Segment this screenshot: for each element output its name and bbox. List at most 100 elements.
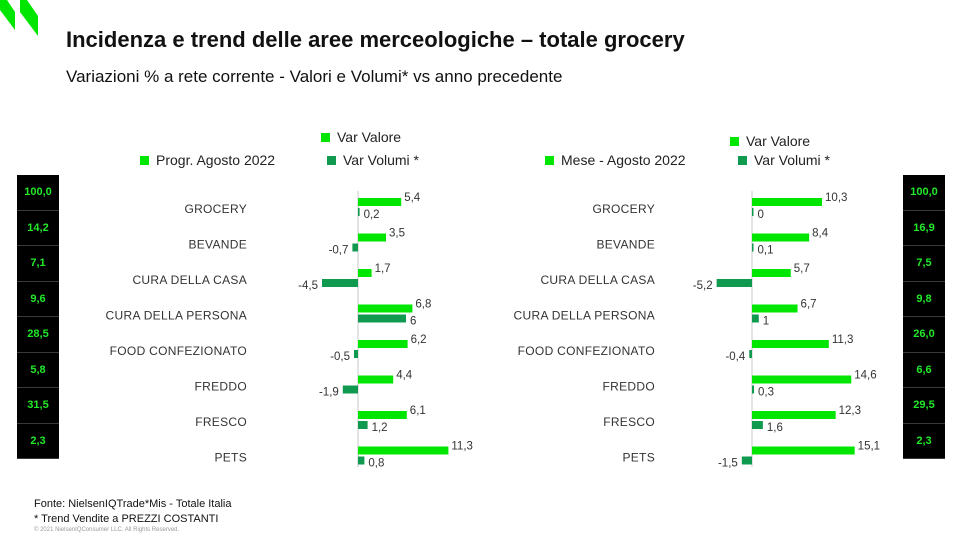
legend-right-valore: Var Valore <box>730 133 810 149</box>
bar-volumi <box>342 385 358 394</box>
bar-valore <box>752 233 810 242</box>
bar-valore <box>752 340 829 348</box>
data-label: 6 <box>410 316 416 328</box>
share-cell: 29,5 <box>903 388 945 424</box>
legend-label: Var Volumi * <box>754 152 830 168</box>
share-column-right: 100,0 16,9 7,5 9,8 26,0 6,6 29,5 2,3 <box>903 175 945 459</box>
share-cell: 9,8 <box>903 281 945 317</box>
category-label: FREDDO <box>195 379 247 393</box>
category-label: GROCERY <box>592 202 655 216</box>
share-cell: 26,0 <box>903 317 945 353</box>
data-label: 12,3 <box>839 405 861 417</box>
category-label: CURA DELLA PERSONA <box>514 308 655 322</box>
bar-valore <box>358 340 408 348</box>
category-label: PETS <box>622 450 655 464</box>
legend-swatch-volumi <box>738 155 747 165</box>
category-label: FREDDO <box>603 379 655 393</box>
bar-volumi <box>752 385 755 394</box>
bar-volumi <box>752 314 759 323</box>
bar-valore <box>752 375 852 384</box>
category-label: BEVANDE <box>188 237 247 251</box>
bar-volumi <box>752 421 763 429</box>
share-cell: 7,1 <box>17 246 59 282</box>
bar-valore <box>358 198 402 206</box>
data-label: 8,4 <box>812 228 829 240</box>
bar-volumi <box>749 350 752 358</box>
footer-copyright: © 2021 NielsenIQConsumer LLC. All Rights… <box>34 527 180 533</box>
legend-swatch-valore <box>730 136 739 146</box>
share-cell: 100,0 <box>903 175 945 211</box>
data-label: -4,5 <box>298 280 318 292</box>
category-label: GROCERY <box>184 202 247 216</box>
share-cell: 31,5 <box>17 388 59 424</box>
share-cell: 9,6 <box>17 281 59 317</box>
data-label: 1,6 <box>767 422 783 434</box>
legend-label: Progr. Agosto 2022 <box>156 152 276 168</box>
bar-valore <box>752 304 798 313</box>
data-label: 0 <box>758 209 764 221</box>
data-label: 1,2 <box>372 422 388 434</box>
legend-right-period: Mese - Agosto 2022 <box>545 152 686 168</box>
data-label: 6,2 <box>411 334 427 346</box>
legend-swatch-valore <box>321 132 330 142</box>
share-cell: 7,5 <box>903 246 945 282</box>
category-label: PETS <box>214 450 247 464</box>
category-label: FRESCO <box>603 415 655 429</box>
share-cell: 14,2 <box>17 210 59 246</box>
bar-valore <box>752 198 823 206</box>
data-label: 15,1 <box>858 441 880 453</box>
bar-volumi <box>752 243 754 252</box>
legend-swatch-volumi <box>327 155 336 165</box>
data-label: 0,3 <box>758 387 774 399</box>
data-label: 5,4 <box>404 192 421 204</box>
bar-valore <box>358 411 407 419</box>
category-label: CURA DELLA CASA <box>540 273 655 287</box>
legend-left-period: Progr. Agosto 2022 <box>140 152 275 168</box>
bar-volumi <box>352 243 358 252</box>
data-label: 11,3 <box>451 441 473 453</box>
bar-volumi <box>741 456 752 465</box>
data-label: 0,1 <box>758 245 774 257</box>
data-label: 6,7 <box>801 299 817 311</box>
legend-label: Var Valore <box>337 129 402 145</box>
bar-volumi <box>354 350 358 358</box>
bar-valore <box>358 375 394 384</box>
page-subtitle: Variazioni % a rete corrente - Valori e … <box>66 67 563 86</box>
share-cell: 100,0 <box>17 175 59 211</box>
data-label: -0,7 <box>329 245 349 257</box>
data-label: -1,5 <box>718 458 738 470</box>
bar-valore <box>752 411 836 419</box>
bar-valore <box>358 304 413 313</box>
bar-volumi <box>322 279 358 287</box>
legend-label: Var Volumi * <box>343 152 419 168</box>
share-cell: 5,8 <box>17 352 59 388</box>
bar-valore <box>358 233 386 242</box>
legend-left-volumi: Var Volumi * <box>327 152 419 168</box>
bar-volumi <box>358 208 360 216</box>
category-label: CURA DELLA CASA <box>132 273 247 287</box>
data-label: -0,4 <box>725 351 745 363</box>
category-label: FRESCO <box>195 415 247 429</box>
legend-left-valore: Var Valore <box>321 129 401 145</box>
data-label: 1 <box>763 316 769 328</box>
share-cell: 16,9 <box>903 210 945 246</box>
data-label: 3,5 <box>389 228 405 240</box>
share-cell: 2,3 <box>903 423 945 459</box>
share-cell: 6,6 <box>903 352 945 388</box>
bar-volumi <box>358 314 406 323</box>
data-label: 0,8 <box>368 458 384 470</box>
category-label: FOOD CONFEZIONATO <box>110 344 247 358</box>
share-column-left: 100,0 14,2 7,1 9,6 28,5 5,8 31,5 2,3 <box>17 175 59 459</box>
brand-logo <box>0 0 38 36</box>
data-label: 5,7 <box>794 263 810 275</box>
data-label: 0,2 <box>364 209 380 221</box>
share-cell: 2,3 <box>17 423 59 459</box>
data-label: 10,3 <box>825 192 847 204</box>
data-label: 14,6 <box>854 370 876 382</box>
footer-source: Fonte: NielsenIQTrade*Mis - Totale Itali… <box>34 498 232 510</box>
data-label: 6,8 <box>415 299 431 311</box>
category-label: FOOD CONFEZIONATO <box>518 344 655 358</box>
page-title: Incidenza e trend delle aree merceologic… <box>66 27 685 52</box>
category-label: CURA DELLA PERSONA <box>106 308 247 322</box>
data-label: 4,4 <box>396 370 413 382</box>
